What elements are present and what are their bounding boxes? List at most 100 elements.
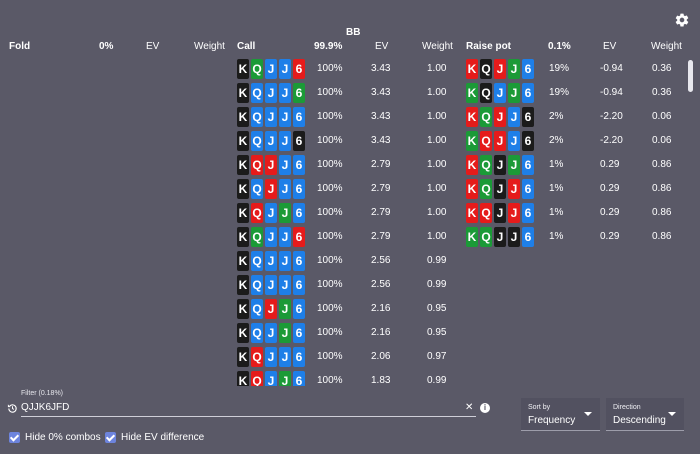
card: 6 xyxy=(293,323,305,343)
combo-row[interactable]: K Q J J 6 1% 0.29 0.86 xyxy=(466,227,686,247)
combo-row[interactable]: K Q J J 6 100% 2.79 1.00 xyxy=(237,179,457,199)
sort-by-select[interactable]: Sort by Frequency xyxy=(521,398,600,431)
combo-row[interactable]: K Q J J 6 2% -2.20 0.06 xyxy=(466,107,686,127)
card: K xyxy=(237,107,249,127)
combo-row[interactable]: K Q J J 6 100% 2.16 0.95 xyxy=(237,323,457,343)
combo-ev: 2.56 xyxy=(371,255,391,266)
combo-ev: 0.29 xyxy=(600,183,620,194)
combo-row[interactable]: K Q J J 6 100% 2.56 0.99 xyxy=(237,275,457,295)
combo-row[interactable]: K Q J J 6 100% 3.43 1.00 xyxy=(237,107,457,127)
combo-weight: 1.00 xyxy=(427,183,447,194)
card: J xyxy=(494,155,506,175)
combo-row[interactable]: K Q J J 6 100% 2.56 0.99 xyxy=(237,251,457,271)
combo-row[interactable]: K Q J J 6 1% 0.29 0.86 xyxy=(466,155,686,175)
card: J xyxy=(508,155,520,175)
hide-zero-checkbox[interactable] xyxy=(9,432,20,443)
combo-row[interactable]: K Q J J 6 100% 2.79 1.00 xyxy=(237,203,457,223)
card: 6 xyxy=(293,59,305,79)
combo-frequency: 19% xyxy=(549,87,570,98)
combo-row[interactable]: K Q J J 6 1% 0.29 0.86 xyxy=(466,179,686,199)
combo-ev: 3.43 xyxy=(371,87,391,98)
chevron-down-icon xyxy=(668,412,676,416)
card: J xyxy=(494,59,506,79)
card: 6 xyxy=(522,131,534,151)
card: J xyxy=(508,59,520,79)
call-title: Call xyxy=(237,41,256,52)
combo-row[interactable]: K Q J J 6 19% -0.94 0.36 xyxy=(466,83,686,103)
card: J xyxy=(508,131,520,151)
card: K xyxy=(237,83,249,103)
filter-input[interactable]: QJJK6JFD xyxy=(21,402,70,413)
card: J xyxy=(265,227,277,247)
scrollbar[interactable] xyxy=(688,54,694,386)
combo-ev: 2.56 xyxy=(371,279,391,290)
combo-row[interactable]: K Q J J 6 100% 2.06 0.97 xyxy=(237,347,457,367)
card: 6 xyxy=(522,59,534,79)
card: J xyxy=(279,59,291,79)
direction-value: Descending xyxy=(613,415,666,426)
combo-frequency: 100% xyxy=(317,135,343,146)
close-icon[interactable]: ✕ xyxy=(465,402,474,413)
combo-frequency: 100% xyxy=(317,183,343,194)
hide-ev-checkbox[interactable] xyxy=(105,432,116,443)
card: Q xyxy=(251,227,263,247)
card: Q xyxy=(480,83,492,103)
card: 6 xyxy=(293,83,305,103)
raise-title: Raise pot xyxy=(466,41,512,52)
combo-row[interactable]: K Q J J 6 2% -2.20 0.06 xyxy=(466,131,686,151)
card: Q xyxy=(251,59,263,79)
combo-frequency: 1% xyxy=(549,159,564,170)
card: 6 xyxy=(293,275,305,295)
raise-ev-header: EV xyxy=(603,41,617,52)
combo-row[interactable]: K Q J J 6 100% 3.43 1.00 xyxy=(237,59,457,79)
combo-row[interactable]: K Q J J 6 1% 0.29 0.86 xyxy=(466,203,686,223)
card: K xyxy=(466,203,478,223)
card: Q xyxy=(251,323,263,343)
combo-row[interactable]: K Q J J 6 100% 3.43 1.00 xyxy=(237,83,457,103)
combo-ev: 2.79 xyxy=(371,231,391,242)
card: K xyxy=(466,107,478,127)
card: 6 xyxy=(293,347,305,367)
combo-row[interactable]: K Q J J 6 100% 3.43 1.00 xyxy=(237,131,457,151)
combo-ev: 2.06 xyxy=(371,351,391,362)
card: J xyxy=(279,371,291,386)
hide-zero-label[interactable]: Hide 0% combos xyxy=(25,432,101,443)
combo-row[interactable]: K Q J J 6 19% -0.94 0.36 xyxy=(466,59,686,79)
combo-weight: 0.06 xyxy=(652,111,672,122)
raise-weight-header: Weight xyxy=(651,41,682,52)
combo-ev: 3.43 xyxy=(371,111,391,122)
info-icon[interactable]: i xyxy=(480,403,490,413)
combo-row[interactable]: K Q J J 6 100% 2.16 0.95 xyxy=(237,299,457,319)
combo-list[interactable]: K Q J J 6 100% 3.43 1.00 K Q J J 6 100% 3.43 1.00 K Q J J 6 1… xyxy=(0,54,698,386)
combo-frequency: 100% xyxy=(317,351,343,362)
card: J xyxy=(279,275,291,295)
card: Q xyxy=(251,107,263,127)
card: Q xyxy=(251,251,263,271)
card: K xyxy=(466,179,478,199)
direction-select[interactable]: Direction Descending xyxy=(606,398,684,431)
chevron-down-icon xyxy=(584,412,592,416)
card: 6 xyxy=(293,155,305,175)
history-icon[interactable] xyxy=(7,403,18,414)
combo-row[interactable]: K Q J J 6 100% 1.83 0.99 xyxy=(237,371,457,386)
combo-frequency: 19% xyxy=(549,63,570,74)
card: K xyxy=(237,59,249,79)
scrollbar-thumb[interactable] xyxy=(688,60,693,92)
card: Q xyxy=(251,131,263,151)
combo-row[interactable]: K Q J J 6 100% 2.79 1.00 xyxy=(237,227,457,247)
card: J xyxy=(494,203,506,223)
card: 6 xyxy=(522,107,534,127)
combo-weight: 1.00 xyxy=(427,111,447,122)
card: Q xyxy=(251,275,263,295)
combo-ev: -0.94 xyxy=(600,63,623,74)
gear-icon[interactable] xyxy=(674,12,690,28)
combo-row[interactable]: K Q J J 6 100% 2.79 1.00 xyxy=(237,155,457,175)
hide-ev-label[interactable]: Hide EV difference xyxy=(121,432,205,443)
card: 6 xyxy=(522,83,534,103)
card: K xyxy=(466,59,478,79)
